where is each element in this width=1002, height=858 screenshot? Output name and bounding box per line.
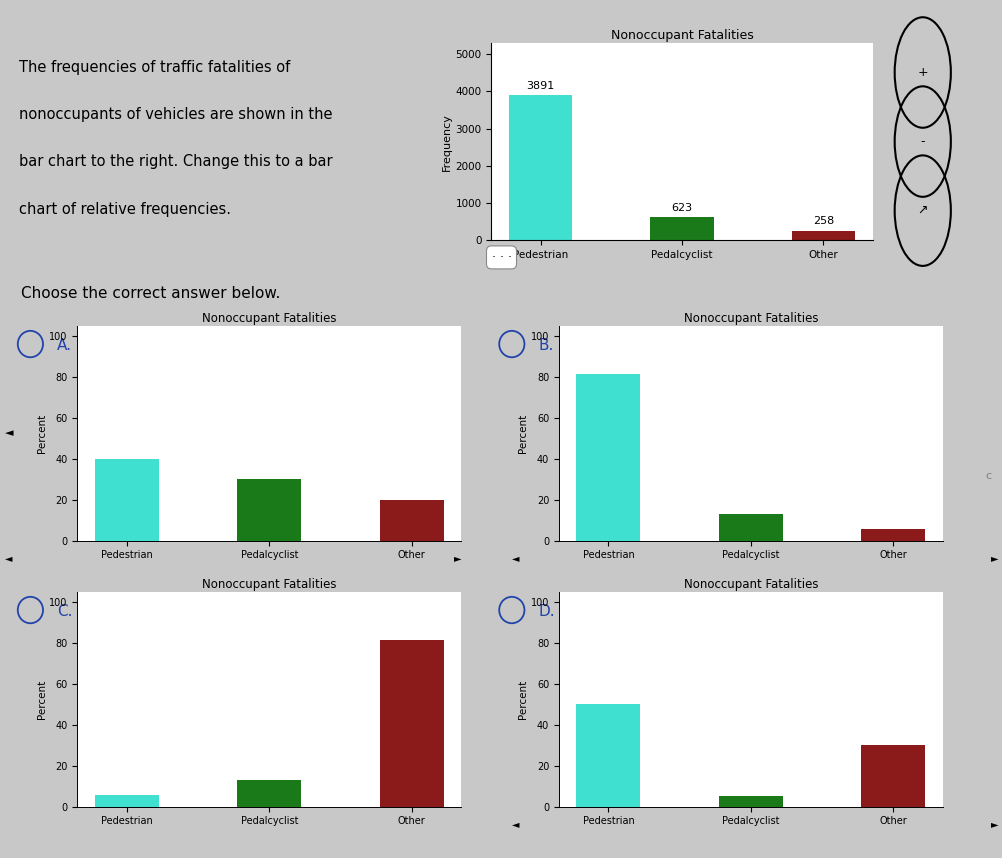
- Text: Choose the correct answer below.: Choose the correct answer below.: [21, 287, 281, 301]
- Title: Nonoccupant Fatalities: Nonoccupant Fatalities: [683, 311, 818, 325]
- Y-axis label: Frequency: Frequency: [441, 112, 451, 171]
- Text: ◄: ◄: [511, 819, 518, 830]
- Bar: [95, 459, 159, 541]
- Y-axis label: Percent: Percent: [517, 680, 527, 719]
- Bar: [380, 499, 444, 541]
- Text: The frequencies of traffic fatalities of: The frequencies of traffic fatalities of: [19, 60, 291, 75]
- Text: 3891: 3891: [526, 81, 554, 91]
- Text: bar chart to the right. Change this to a bar: bar chart to the right. Change this to a…: [19, 154, 333, 169]
- Bar: [237, 480, 302, 541]
- Y-axis label: Percent: Percent: [517, 414, 527, 453]
- Bar: [718, 796, 783, 807]
- Text: +: +: [917, 66, 927, 79]
- Text: ◄: ◄: [5, 553, 12, 564]
- Bar: [380, 640, 444, 807]
- Text: D.: D.: [538, 604, 555, 619]
- Bar: [576, 704, 640, 807]
- Text: chart of relative frequencies.: chart of relative frequencies.: [19, 202, 231, 216]
- Title: Nonoccupant Fatalities: Nonoccupant Fatalities: [202, 311, 337, 325]
- Text: ►: ►: [990, 553, 997, 564]
- Bar: [861, 746, 925, 807]
- Bar: [649, 217, 713, 240]
- Bar: [791, 231, 855, 240]
- Text: C.: C.: [57, 604, 73, 619]
- Text: 258: 258: [812, 216, 834, 227]
- Title: Nonoccupant Fatalities: Nonoccupant Fatalities: [683, 577, 818, 591]
- Y-axis label: Percent: Percent: [36, 414, 46, 453]
- Text: ↗: ↗: [917, 204, 927, 217]
- Text: 623: 623: [670, 202, 692, 213]
- Text: c: c: [984, 471, 990, 481]
- Text: -: -: [920, 135, 924, 148]
- Text: ►: ►: [454, 553, 461, 564]
- Bar: [508, 95, 572, 240]
- Text: B.: B.: [538, 338, 554, 353]
- Text: ◄: ◄: [511, 553, 518, 564]
- Bar: [718, 514, 783, 541]
- Bar: [576, 374, 640, 541]
- Text: ►: ►: [990, 819, 997, 830]
- Title: Nonoccupant Fatalities: Nonoccupant Fatalities: [202, 577, 337, 591]
- Title: Nonoccupant Fatalities: Nonoccupant Fatalities: [610, 28, 753, 42]
- Bar: [861, 529, 925, 541]
- Bar: [95, 795, 159, 807]
- Text: A.: A.: [57, 338, 72, 353]
- Text: nonoccupants of vehicles are shown in the: nonoccupants of vehicles are shown in th…: [19, 107, 333, 122]
- Y-axis label: Percent: Percent: [36, 680, 46, 719]
- Text: · · ·: · · ·: [491, 251, 511, 264]
- Text: ◄: ◄: [5, 428, 13, 438]
- Bar: [237, 780, 302, 807]
